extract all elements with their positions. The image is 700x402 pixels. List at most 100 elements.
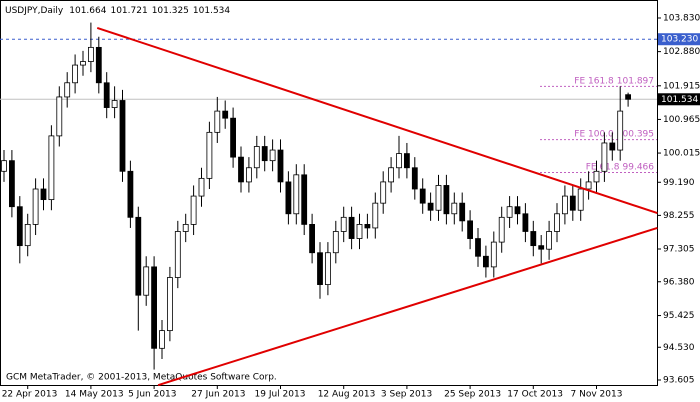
candle-body <box>40 188 47 201</box>
footer: GCM MetaTrader, © 2001-2013, MetaQuotes … <box>6 373 277 383</box>
candle-body <box>522 213 529 232</box>
x-tick-label: 25 Sep 2013 <box>444 390 501 400</box>
candle-body <box>238 156 244 183</box>
price-box-label: 103.230 <box>661 35 698 45</box>
x-tick-label: 27 Jun 2013 <box>191 390 245 400</box>
candle-body <box>530 231 537 247</box>
x-tick-label: 22 Apr 2013 <box>2 390 58 400</box>
candle-body <box>103 82 110 108</box>
candle-body <box>253 146 260 169</box>
candle-body <box>435 185 442 211</box>
candle-body <box>285 181 292 215</box>
candle-body <box>482 255 489 268</box>
candle-body <box>190 195 197 225</box>
x-tick-label: 3 Sep 2013 <box>381 390 432 400</box>
candle-body <box>127 170 134 218</box>
candle-body <box>585 181 592 190</box>
price-box-label: 101.534 <box>661 95 698 105</box>
x-tick-label: 19 Jul 2013 <box>255 390 306 400</box>
candle-body <box>419 188 426 204</box>
fib-value: 99.466 <box>623 162 655 172</box>
fib-label: FE 161.8 101.897 <box>574 76 654 86</box>
y-tick-label: 98.255 <box>663 211 695 221</box>
candle-body <box>577 188 584 211</box>
last-open: 101.664 <box>69 6 106 16</box>
candle-body <box>324 252 331 285</box>
price-box <box>658 93 700 106</box>
candle-body <box>198 177 205 197</box>
candle-body <box>506 206 513 218</box>
candle-body <box>332 231 339 254</box>
y-tick-label: 102.880 <box>663 47 700 57</box>
candle-body <box>411 167 418 190</box>
candle-body <box>56 96 63 137</box>
plot-frame <box>0 0 658 386</box>
candle-body <box>166 277 173 332</box>
candle-body <box>546 231 552 250</box>
candle-body <box>159 330 165 349</box>
chart-header: USDJPY,Daily 101.664 101.721 101.325 101.534 <box>5 6 230 16</box>
symbol: USDJPY,Daily <box>5 6 64 16</box>
fib-value: 101.897 <box>617 76 654 86</box>
x-tick-label: 14 May 2013 <box>65 390 124 400</box>
candle-body <box>261 146 268 162</box>
y-tick-label: 103.830 <box>663 13 700 23</box>
y-tick-label: 93.605 <box>663 376 695 386</box>
candle-body <box>467 220 474 239</box>
candle-body <box>245 167 252 183</box>
candle-body <box>388 167 395 183</box>
candle-body <box>593 170 600 183</box>
x-tick-label: 17 Oct 2013 <box>507 390 563 400</box>
candle-body <box>72 64 78 84</box>
candle-body <box>32 188 39 225</box>
candle-body <box>609 142 616 151</box>
y-tick-label: 94.530 <box>663 343 695 353</box>
y-tick-label: 95.425 <box>663 311 695 321</box>
trendline <box>157 226 658 387</box>
fib-label: FE 100.0 100.395 <box>574 129 654 139</box>
y-tick-label: 100.965 <box>663 115 700 125</box>
candle-body <box>372 202 379 229</box>
last-low: 101.325 <box>152 6 189 16</box>
candle-body <box>48 135 55 201</box>
candle-body <box>222 110 229 119</box>
y-tick-label: 96.380 <box>663 277 695 287</box>
candle-body <box>293 174 300 215</box>
candle-body <box>301 174 308 225</box>
candle-body <box>206 131 213 179</box>
candle-body <box>277 149 284 183</box>
candle-body <box>151 266 158 349</box>
candle-body <box>24 224 31 247</box>
last-high: 101.721 <box>110 6 147 16</box>
x-tick-label: 5 Jun 2013 <box>128 390 176 400</box>
candle-body <box>451 202 458 215</box>
candle-body <box>143 266 150 296</box>
candle-body <box>135 216 142 296</box>
candle-body <box>562 195 568 215</box>
candle-body <box>88 46 94 62</box>
candle-body <box>498 216 505 243</box>
fib-name: FE 161.8 <box>574 76 614 86</box>
candle-body <box>617 110 624 151</box>
candle-body <box>174 231 181 278</box>
candle-body <box>269 149 276 162</box>
fib-value: 100.395 <box>617 129 654 139</box>
candle-body <box>459 202 466 222</box>
candle-body <box>230 117 237 158</box>
candle-body <box>380 181 387 204</box>
y-tick-label: 101.915 <box>663 81 700 91</box>
candle-body <box>625 94 631 100</box>
price-box <box>658 33 700 46</box>
last-close: 101.534 <box>193 6 230 16</box>
y-tick-label: 100.015 <box>663 149 700 159</box>
candle-body <box>64 82 71 98</box>
candle-body <box>356 224 363 239</box>
candle-body <box>396 153 402 169</box>
candle-body <box>443 185 450 215</box>
candle-body <box>80 61 86 66</box>
candle-body <box>348 216 355 239</box>
trendline <box>96 26 658 215</box>
candle-body <box>490 241 497 268</box>
x-tick-label: 12 Aug 2013 <box>318 390 376 400</box>
candle-body <box>111 100 118 108</box>
